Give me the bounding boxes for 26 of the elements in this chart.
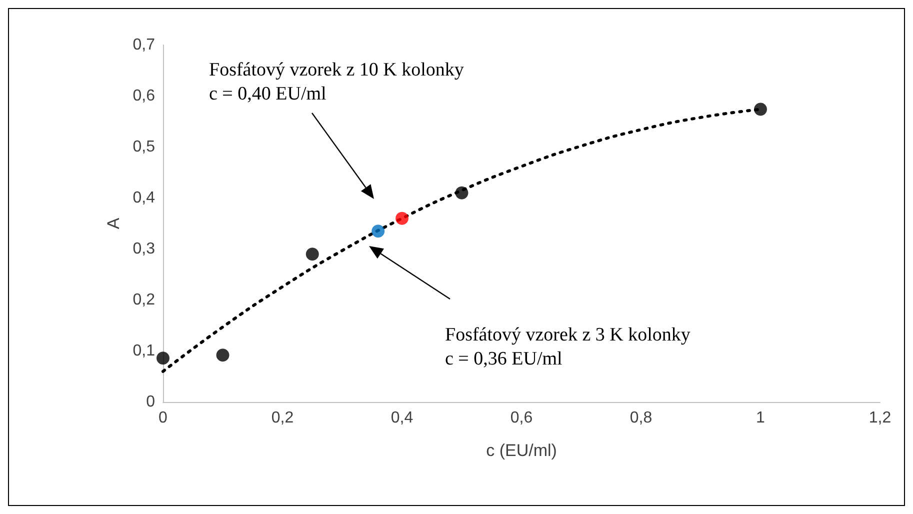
y-tick-label: 0 [146, 394, 156, 410]
x-tick-label: 0,8 [630, 410, 652, 426]
point [396, 212, 408, 225]
annotation: Fosfátový vzorek z 10 K kolonky c = 0,40 EU/ml [209, 60, 464, 104]
y-tick-label: 0,2 [132, 292, 156, 308]
x-tick-label: 1,2 [868, 410, 892, 426]
x-tick-label: 0 [158, 410, 168, 426]
point [306, 248, 319, 261]
point [372, 224, 385, 238]
x-tick-label: 0,6 [510, 410, 533, 426]
y-tick-label: 0,1 [132, 342, 156, 360]
point [754, 102, 767, 116]
y-tick-label: 0,3 [132, 240, 156, 258]
y-axis-title: A [104, 217, 123, 230]
y-tick-label: 0,4 [132, 190, 156, 206]
y-tick-label: 0,7 [132, 36, 156, 54]
x-tick-label: 0,2 [271, 410, 294, 426]
x-tick-label: 0,4 [390, 410, 414, 426]
x-axis-title: c (EU/ml) [486, 441, 557, 460]
point [156, 352, 170, 365]
point [455, 186, 468, 200]
point [216, 348, 230, 362]
y-tick-label: 0,5 [132, 138, 156, 156]
annotation: Fosfátový vzorek z 3 K kolonky c = 0,36 EU/ml [445, 324, 691, 370]
x-tick-label: 1 [756, 410, 766, 426]
y-tick-label: 0,6 [132, 88, 156, 104]
